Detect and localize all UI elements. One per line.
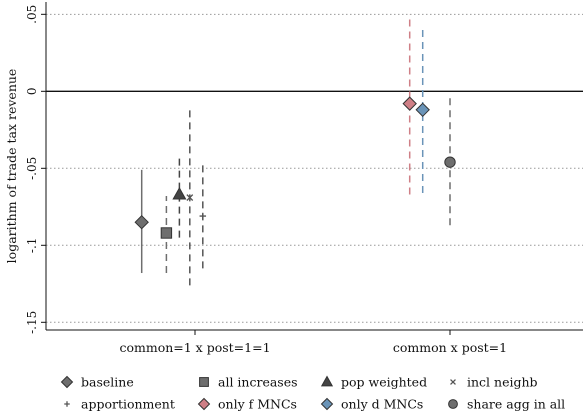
x-category-label: common=1 x post=1=1 (119, 340, 270, 355)
legend-item: apportionment (64, 397, 175, 412)
legend-label: only d MNCs (341, 397, 423, 412)
point-estimate (134, 214, 149, 230)
legend-key (450, 379, 456, 385)
legend-label: share agg in all (467, 397, 565, 412)
legend-item: share agg in all (448, 397, 565, 412)
legend: baseline all increases pop weighted incl ne… (60, 375, 565, 412)
point-estimate (444, 156, 456, 168)
series-all-increases (160, 196, 173, 274)
series-apportionment (199, 163, 207, 269)
y-tick-labels: .05 0 -.05 -.1 -.15 (25, 5, 39, 334)
point-estimate (186, 194, 194, 201)
series-only-d-mncs (415, 28, 430, 193)
point-estimate (172, 186, 187, 200)
series-baseline (134, 169, 149, 274)
series-markers (134, 14, 456, 286)
legend-item: pop weighted (320, 375, 427, 390)
legend-item: only f MNCs (197, 397, 297, 412)
legend-item: baseline (60, 375, 134, 390)
legend-label: baseline (81, 375, 134, 390)
legend-label: incl neighb (467, 375, 538, 390)
legend-label: all increases (218, 375, 298, 390)
legend-key (60, 375, 74, 389)
y-tick-label: 0 (25, 87, 39, 95)
y-tick-label: -.15 (25, 311, 39, 334)
x-category-labels: common=1 x post=1=1 common x post=1 (119, 340, 507, 355)
legend-item: only d MNCs (320, 397, 423, 412)
legend-item: all increases (199, 375, 298, 390)
y-tick-label: .05 (25, 5, 39, 24)
series-share-agg-in-all (444, 97, 456, 226)
legend-key (448, 399, 458, 409)
legend-label: apportionment (81, 397, 175, 412)
point-estimate (415, 102, 430, 118)
legend-key (320, 397, 334, 411)
grid-lines (46, 13, 583, 323)
legend-key (197, 397, 211, 411)
y-tick-label: -.05 (25, 157, 39, 180)
y-axis-title: logarithm of trade tax revenue (4, 69, 19, 264)
axes (41, 2, 583, 335)
point-estimate (402, 96, 417, 111)
point-estimate (199, 212, 207, 220)
legend-item: incl neighb (450, 375, 538, 390)
series-pop-weighted (172, 154, 187, 238)
x-category-label: common x post=1 (393, 340, 507, 355)
legend-label: only f MNCs (218, 397, 297, 412)
point-estimate (160, 227, 173, 239)
y-tick-label: -.1 (25, 238, 39, 254)
series-only-f-mncs (402, 14, 417, 195)
legend-key (320, 375, 334, 387)
legend-key (64, 401, 70, 407)
legend-key (199, 377, 209, 387)
legend-label: pop weighted (341, 375, 427, 390)
series-incl-neighb (186, 108, 194, 286)
